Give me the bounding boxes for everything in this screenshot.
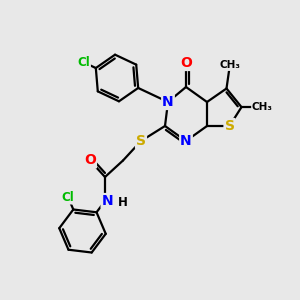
Text: N: N: [102, 194, 113, 208]
Text: Cl: Cl: [77, 56, 90, 69]
Text: Cl: Cl: [61, 190, 74, 204]
Text: S: S: [136, 134, 146, 148]
Text: N: N: [180, 134, 192, 148]
Text: N: N: [162, 95, 174, 109]
Text: O: O: [180, 56, 192, 70]
Text: CH₃: CH₃: [252, 102, 273, 112]
Text: S: S: [224, 119, 235, 133]
Text: H: H: [118, 196, 128, 209]
Text: CH₃: CH₃: [219, 60, 240, 70]
Text: O: O: [84, 154, 96, 167]
